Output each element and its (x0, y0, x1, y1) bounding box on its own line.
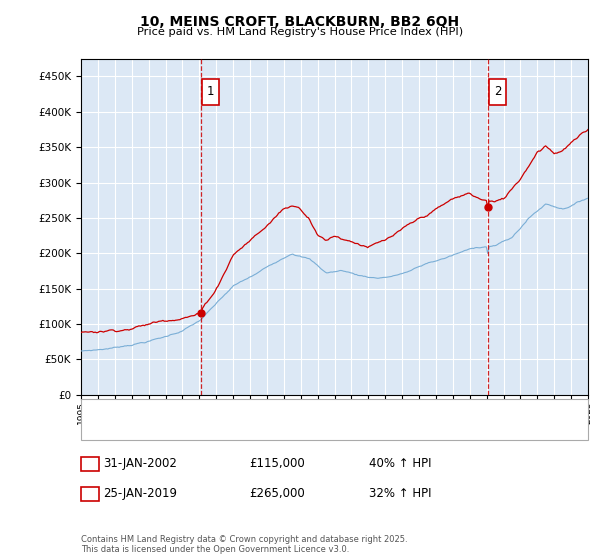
Text: 1: 1 (86, 457, 94, 470)
Text: £265,000: £265,000 (249, 487, 305, 501)
Text: £115,000: £115,000 (249, 457, 305, 470)
Text: 1: 1 (207, 85, 215, 98)
Text: 2: 2 (86, 487, 94, 501)
Text: Contains HM Land Registry data © Crown copyright and database right 2025.
This d: Contains HM Land Registry data © Crown c… (81, 535, 407, 554)
Bar (490, 78, 506, 105)
Text: 10, MEINS CROFT, BLACKBURN, BB2 6QH (detached house): 10, MEINS CROFT, BLACKBURN, BB2 6QH (det… (119, 405, 428, 415)
Text: 40% ↑ HPI: 40% ↑ HPI (369, 457, 431, 470)
Text: 25-JAN-2019: 25-JAN-2019 (104, 487, 178, 501)
Text: 32% ↑ HPI: 32% ↑ HPI (369, 487, 431, 501)
Text: Price paid vs. HM Land Registry's House Price Index (HPI): Price paid vs. HM Land Registry's House … (137, 27, 463, 37)
Text: 31-JAN-2002: 31-JAN-2002 (104, 457, 178, 470)
Text: 2: 2 (494, 85, 502, 98)
Bar (202, 78, 219, 105)
Text: 10, MEINS CROFT, BLACKBURN, BB2 6QH: 10, MEINS CROFT, BLACKBURN, BB2 6QH (140, 15, 460, 29)
Text: HPI: Average price, detached house, Blackburn with Darwen: HPI: Average price, detached house, Blac… (119, 424, 433, 433)
